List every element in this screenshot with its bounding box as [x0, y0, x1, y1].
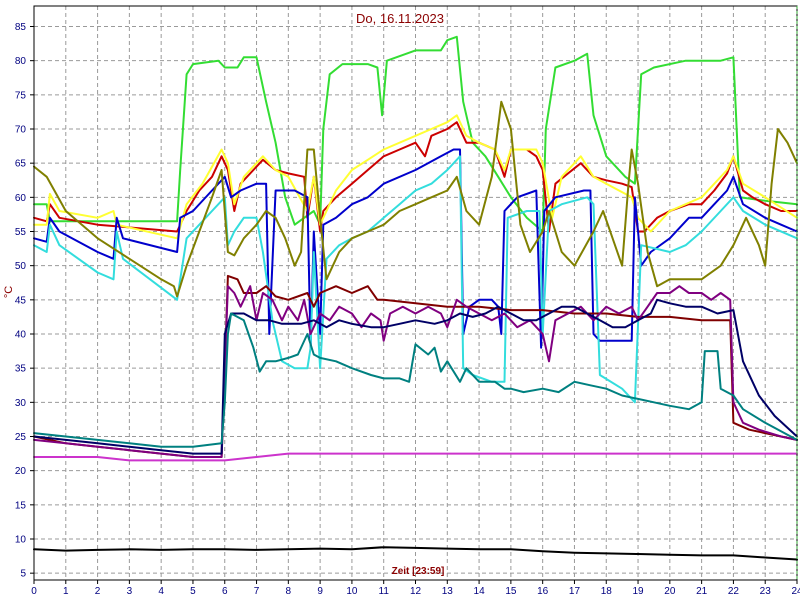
x-axis-label: Zeit [23:59] [392, 566, 445, 577]
x-tick-label: 6 [222, 586, 228, 597]
x-tick-label: 17 [569, 586, 581, 597]
x-tick-label: 23 [760, 586, 772, 597]
y-tick-label: 25 [15, 432, 27, 443]
x-tick-label: 0 [31, 586, 37, 597]
y-tick-label: 80 [15, 56, 27, 67]
y-tick-label: 35 [15, 364, 27, 375]
x-tick-label: 4 [158, 586, 164, 597]
y-tick-label: 15 [15, 500, 27, 511]
y-tick-label: 50 [15, 261, 27, 272]
y-tick-label: 10 [15, 535, 27, 546]
x-tick-label: 21 [696, 586, 708, 597]
y-tick-label: 60 [15, 193, 27, 204]
x-tick-label: 10 [346, 586, 358, 597]
x-tick-label: 9 [317, 586, 323, 597]
x-tick-label: 22 [728, 586, 740, 597]
x-tick-label: 16 [537, 586, 549, 597]
y-tick-label: 30 [15, 398, 27, 409]
x-tick-label: 20 [664, 586, 676, 597]
y-tick-label: 5 [20, 569, 26, 580]
grid [34, 6, 797, 580]
x-tick-label: 24 [791, 586, 800, 597]
series-lines [33, 35, 798, 561]
x-tick-label: 2 [95, 586, 101, 597]
series-line-4 [33, 155, 798, 404]
axes: 0 1 2 3 4 5 6 7 8 9 10 11 12 13 14 15 16 17 18 19 20 21 22 23 24… [15, 5, 800, 597]
y-tick-label: 45 [15, 295, 27, 306]
series-line-7 [33, 285, 798, 458]
x-tick-label: 18 [601, 586, 613, 597]
x-tick-label: 15 [505, 586, 517, 597]
x-tick-label: 14 [474, 586, 486, 597]
chart-title: Do, 16.11.2023 [356, 11, 444, 26]
y-tick-label: 75 [15, 90, 27, 101]
y-tick-label: 65 [15, 159, 27, 170]
x-tick-label: 7 [254, 586, 260, 597]
x-tick-label: 12 [410, 586, 422, 597]
series-line-9 [33, 312, 798, 448]
x-tick-label: 8 [286, 586, 292, 597]
series-line-10 [33, 452, 798, 462]
x-tick-label: 19 [632, 586, 644, 597]
y-tick-label: 85 [15, 22, 27, 33]
y-tick-label: 70 [15, 125, 27, 136]
y-axis-label: °C [3, 286, 15, 298]
x-tick-label: 11 [379, 586, 390, 597]
x-tick-label: 1 [63, 586, 69, 597]
y-tick-label: 55 [15, 227, 27, 238]
x-tick-label: 3 [127, 586, 133, 597]
y-tick-label: 40 [15, 330, 27, 341]
series-line-5 [33, 100, 798, 298]
series-line-0 [33, 35, 798, 233]
series-line-11 [33, 546, 798, 561]
x-tick-label: 13 [442, 586, 454, 597]
series-line-3 [33, 148, 798, 349]
x-tick-label: 5 [190, 586, 196, 597]
y-tick-label: 20 [15, 466, 27, 477]
